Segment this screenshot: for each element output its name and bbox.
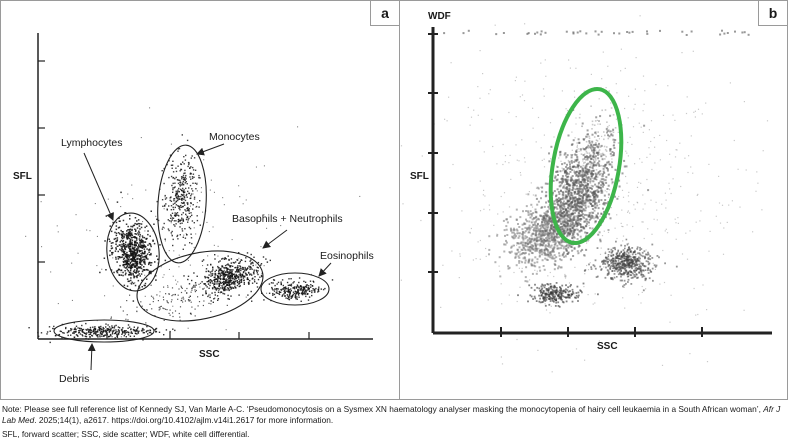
arrow-debris [87,343,96,371]
panel-letter-b: b [758,1,787,26]
panel-a: a SFL SSC Lymphocytes Monocytes Basophil… [0,0,400,400]
y-ticks-a [38,60,45,263]
dot-cloud-b [400,15,769,373]
arrow-lymphocytes [83,152,114,221]
note-suffix: . 2025;14(1), a2617. https://doi.org/10.… [34,415,334,425]
figure-note: Note: Please see full reference list of … [2,404,786,426]
arrow-basophils-neutrophils [262,229,288,249]
arrow-monocytes [196,143,225,156]
x-axis-label-b: SSC [597,341,618,352]
scattergram-b [400,15,772,373]
panel-letter-a: a [370,1,399,26]
gate-monocytes [157,144,207,264]
label-debris: Debris [59,373,90,385]
x-axis-label-a: SSC [199,349,220,360]
y-ticks-b [428,33,438,273]
label-lymphocytes: Lymphocytes [61,137,123,149]
gate-eosinophils [260,272,330,306]
note-prefix: Note: Please see full reference list of … [2,404,761,414]
label-monocytes: Monocytes [209,131,260,143]
arrow-eosinophils [318,262,332,277]
y-axis-label-b: SFL [410,171,429,182]
figure-abbreviations: SFL, forward scatter; SSC, side scatter;… [2,429,250,439]
gate-basophils-neutrophils [136,250,264,322]
panel-title-b: WDF [428,11,451,22]
panel-b: b WDF SFL SSC [399,0,788,400]
monocyte-gate-highlight [548,86,624,246]
label-eosinophils: Eosinophils [320,250,374,262]
gate-debris [53,319,155,343]
scattergram-a [25,33,373,371]
y-axis-label-a: SFL [13,171,32,182]
note-journal: Afr J Lab Med [2,404,781,425]
label-basophils-neutrophils: Basophils + Neutrophils [232,213,343,225]
x-ticks-a [106,332,310,339]
x-ticks-b [500,327,703,337]
